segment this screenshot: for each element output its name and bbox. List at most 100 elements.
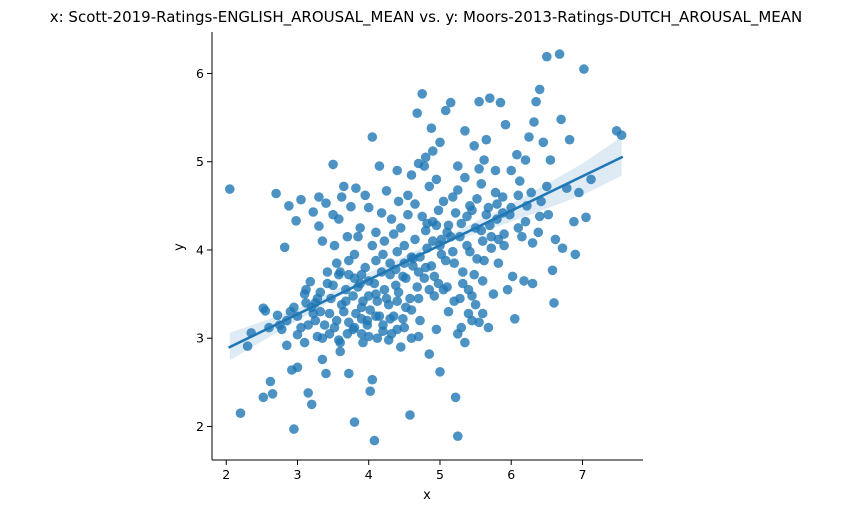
scatter-point [336,192,347,202]
scatter-point [542,51,552,62]
scatter-point [574,187,584,198]
scatter-point [467,205,477,216]
scatter-point [492,199,502,209]
x-tick-label: 7 [578,467,586,482]
scatter-point [356,269,367,280]
scatter-point [363,202,374,213]
scatter-point [403,209,413,220]
scatter-point [393,196,404,207]
scatter-point [463,308,474,319]
scatter-point [442,282,452,292]
scatter-point [396,342,406,352]
scatter-point [406,170,417,180]
scatter-point [549,298,559,308]
scatter-point [291,216,301,226]
scatter-point [531,96,541,107]
scatter-point [303,320,314,330]
scatter-point [545,155,556,165]
scatter-point [453,431,463,442]
chart-title: x: Scott-2019-Ratings-ENGLISH_AROUSAL_ME… [50,8,803,27]
scatter-point [303,388,314,398]
scatter-point [513,223,524,233]
y-tick-label: 3 [196,331,204,346]
scatter-point [440,105,451,116]
scatter-point [353,231,363,242]
scatter-point [419,273,430,284]
scatter-point [581,212,591,223]
scatter-point [348,291,358,301]
scatter-point [490,187,501,198]
scatter-point [405,410,415,420]
scatter-point [225,184,235,194]
scatter-point [557,243,568,253]
x-tick-label: 2 [222,467,230,482]
x-tick-label: 5 [436,467,444,482]
scatter-point [554,49,565,59]
x-tick-label: 4 [365,467,373,482]
scatter-point [534,84,545,95]
x-axis-label: x [423,488,431,503]
scatter-point [365,386,376,397]
scatter-point [495,97,506,108]
scatter-point [292,362,303,373]
scatter-point [349,417,360,427]
scatter-point [474,164,484,174]
scatter-point [502,284,513,295]
scatter-point [445,97,456,108]
scatter-point [289,302,299,313]
scatter-point [349,249,360,260]
scatter-point [512,149,522,160]
scatter-point [486,243,497,253]
scatter-point [363,291,374,301]
scatter-point [386,214,397,224]
scatter-point [272,310,283,321]
scatter-point [369,435,380,446]
scatter-point [517,231,527,242]
scatter-point [381,186,392,196]
scatter-point [315,287,326,298]
scatter-point [424,349,435,359]
scatter-point [344,368,354,379]
scatter-point [379,284,390,295]
scatter-point [349,322,360,333]
scatter-point [431,174,442,185]
scatter-point [469,269,480,280]
scatter-points-layer [225,49,627,446]
scatter-point [335,346,346,357]
scatter-point [479,155,489,165]
scatter-point [371,255,381,266]
scatter-point [383,299,394,310]
scatter-point [284,201,294,211]
scatter-point [477,236,488,246]
scatter-point [271,188,281,199]
scatter-point [392,165,403,176]
scatter-point [314,221,324,231]
scatter-point [483,202,494,213]
scatter-point [296,194,306,205]
scatter-point [356,314,367,324]
scatter-point [331,258,342,269]
scatter-point [453,161,463,171]
scatter-point [453,329,463,339]
scatter-point [499,240,509,251]
scatter-point [399,322,410,333]
scatter-point [379,236,390,246]
scatter-point [371,289,381,299]
scatter-point [321,368,331,379]
scatter-point [449,296,460,307]
y-axis-label: y [172,243,187,251]
scatter-point [314,192,324,202]
scatter-point [438,196,449,207]
y-tick-label: 4 [196,242,204,257]
scatter-point [569,216,579,227]
scatter-point [579,64,589,74]
scatter-point [428,216,438,227]
scatter-point [450,392,461,403]
scatter-point [443,306,454,317]
scatter-point [388,229,399,239]
scatter-point [536,196,546,207]
scatter-point [374,161,385,171]
scatter-point [449,258,460,269]
scatter-point [363,331,374,342]
